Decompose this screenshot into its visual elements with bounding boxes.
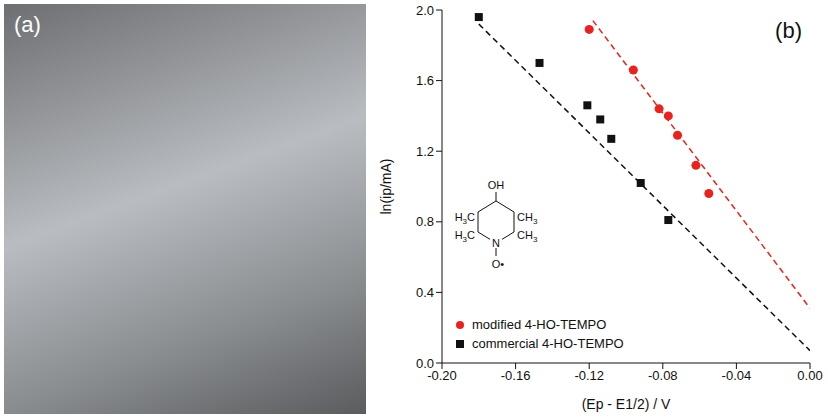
svg-text:-0.08: -0.08 [648,368,678,383]
svg-text:0.4: 0.4 [416,285,434,300]
svg-text:0.00: 0.00 [797,368,822,383]
svg-text:N: N [492,237,500,249]
svg-text:-0.20: -0.20 [427,368,457,384]
svg-text:CH3: CH3 [517,211,538,226]
svg-text:(Ep - E1/2) / V: (Ep - E1/2) / V [582,396,671,412]
svg-text:0.0: 0.0 [416,356,434,371]
svg-text:ln(ip/mA): ln(ip/mA) [378,158,394,214]
html-text:(b): (b) [775,18,802,43]
html-text:commercial 4-HO-TEMPO: commercial 4-HO-TEMPO [472,336,624,351]
svg-text:H3C: H3C [455,211,475,226]
html-text:(a): (a) [14,12,41,37]
svg-text:1.6: 1.6 [416,73,434,88]
svg-text:-0.12: -0.12 [574,368,604,383]
svg-text:-0.04: -0.04 [722,368,752,383]
svg-text:2.0: 2.0 [416,3,434,18]
html-text:modified 4-HO-TEMPO: modified 4-HO-TEMPO [472,317,607,332]
svg-text:H3C: H3C [455,229,475,244]
svg-text:O•: O• [492,258,505,270]
svg-text:OH: OH [488,179,505,191]
svg-text:1.2: 1.2 [416,144,434,159]
svg-text:0.8: 0.8 [416,214,434,229]
svg-text:-0.16: -0.16 [501,368,531,383]
svg-text:CH3: CH3 [517,229,538,244]
